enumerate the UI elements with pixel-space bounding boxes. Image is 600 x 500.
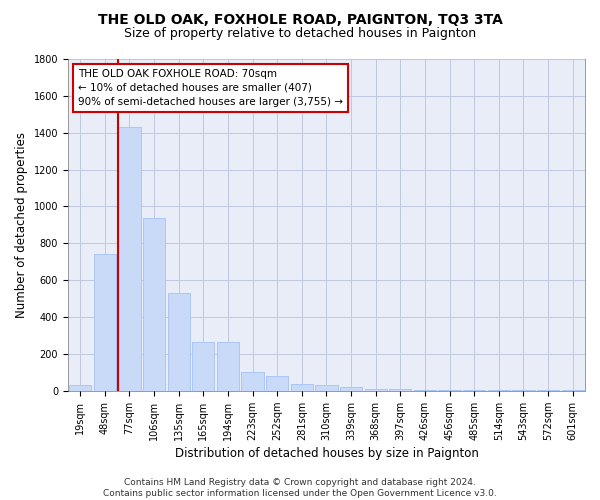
Bar bbox=[488, 390, 510, 391]
Text: Size of property relative to detached houses in Paignton: Size of property relative to detached ho… bbox=[124, 28, 476, 40]
Bar bbox=[389, 390, 412, 391]
Bar bbox=[192, 342, 214, 391]
Bar bbox=[266, 376, 288, 391]
Bar bbox=[167, 293, 190, 391]
Bar bbox=[463, 390, 485, 391]
Text: THE OLD OAK FOXHOLE ROAD: 70sqm
← 10% of detached houses are smaller (407)
90% o: THE OLD OAK FOXHOLE ROAD: 70sqm ← 10% of… bbox=[78, 69, 343, 107]
Text: THE OLD OAK, FOXHOLE ROAD, PAIGNTON, TQ3 3TA: THE OLD OAK, FOXHOLE ROAD, PAIGNTON, TQ3… bbox=[98, 12, 502, 26]
Bar bbox=[512, 390, 535, 391]
Bar bbox=[118, 127, 140, 391]
Bar bbox=[217, 342, 239, 391]
Bar bbox=[69, 386, 91, 391]
Y-axis label: Number of detached properties: Number of detached properties bbox=[15, 132, 28, 318]
Bar bbox=[562, 390, 584, 391]
Bar bbox=[439, 390, 461, 391]
X-axis label: Distribution of detached houses by size in Paignton: Distribution of detached houses by size … bbox=[175, 447, 478, 460]
Bar bbox=[340, 387, 362, 391]
Text: Contains HM Land Registry data © Crown copyright and database right 2024.
Contai: Contains HM Land Registry data © Crown c… bbox=[103, 478, 497, 498]
Bar bbox=[94, 254, 116, 391]
Bar bbox=[241, 372, 263, 391]
Bar bbox=[414, 390, 436, 391]
Bar bbox=[537, 390, 559, 391]
Bar bbox=[316, 386, 338, 391]
Bar bbox=[365, 389, 387, 391]
Bar bbox=[143, 218, 165, 391]
Bar bbox=[291, 384, 313, 391]
